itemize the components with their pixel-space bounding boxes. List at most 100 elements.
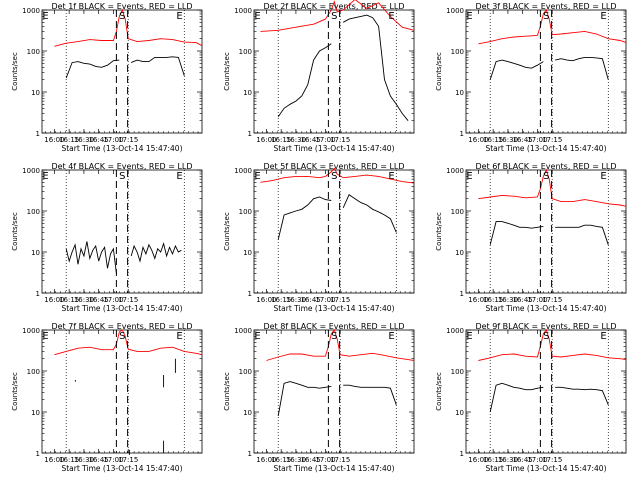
panel-det-9: Det 9f BLACK = Events, RED = LLD 1 10 100 10… bbox=[435, 322, 627, 473]
x-axis-label: Start Time (13-Oct-14 15:47:40) bbox=[61, 144, 182, 153]
marker-annotation: E bbox=[466, 11, 472, 22]
x-tick-label: 17:00 bbox=[315, 296, 335, 304]
x-tick-label: 16:15 bbox=[483, 456, 503, 464]
y-tick-label: 1000 bbox=[234, 7, 252, 15]
x-axis-label: Start Time (13-Oct-14 15:47:40) bbox=[485, 464, 606, 473]
series-events-line bbox=[342, 194, 397, 233]
x-tick-label: 16:00 bbox=[468, 136, 488, 144]
x-tick-label: 16:30 bbox=[498, 296, 518, 304]
panel-det-1: Det 1f BLACK = Events, RED = LLD 1 10 100 10… bbox=[11, 2, 203, 153]
x-tick-label: 16:45 bbox=[301, 456, 321, 464]
marker-annotation: S bbox=[331, 11, 337, 22]
x-axis-label: Start Time (13-Oct-14 15:47:40) bbox=[273, 304, 394, 313]
x-tick-label: 16:00 bbox=[256, 456, 276, 464]
x-tick-label: 16:15 bbox=[483, 296, 503, 304]
y-axis-label: Counts/sec bbox=[11, 212, 19, 251]
series-events-line bbox=[74, 379, 77, 382]
y-tick-label: 100 bbox=[239, 208, 252, 216]
y-axis-label: Counts/sec bbox=[223, 52, 231, 91]
plot-frame bbox=[41, 169, 203, 294]
x-tick-label: 16:00 bbox=[468, 296, 488, 304]
marker-annotation: S bbox=[543, 331, 549, 342]
panel-det-3: Det 3f BLACK = Events, RED = LLD 1 10 100 10… bbox=[435, 2, 627, 153]
x-tick-label: 17:00 bbox=[103, 456, 123, 464]
x-tick-label: 16:30 bbox=[498, 136, 518, 144]
series-events-line bbox=[130, 242, 182, 263]
series-events-line bbox=[342, 14, 409, 121]
x-tick-label: 16:00 bbox=[44, 136, 64, 144]
series-lld-line bbox=[260, 0, 415, 32]
plot-frame bbox=[253, 9, 415, 134]
y-axis-label: Counts/sec bbox=[435, 372, 443, 411]
y-tick-label: 10 bbox=[455, 409, 464, 417]
panel-det-8: Det 8f BLACK = Events, RED = LLD 1 10 100 10… bbox=[223, 322, 415, 473]
y-tick-label: 1 bbox=[248, 450, 252, 458]
x-tick-label: 16:45 bbox=[89, 456, 109, 464]
x-tick-label: 16:30 bbox=[286, 456, 306, 464]
x-tick-label: 16:30 bbox=[286, 136, 306, 144]
series-lld-line bbox=[478, 9, 627, 45]
x-tick-label: 16:30 bbox=[74, 456, 94, 464]
y-tick-label: 100 bbox=[239, 48, 252, 56]
x-axis-label: Start Time (13-Oct-14 15:47:40) bbox=[61, 464, 182, 473]
panel-title: Det 9f BLACK = Events, RED = LLD bbox=[475, 322, 616, 331]
y-tick-label: 1 bbox=[460, 450, 464, 458]
marker-annotation: E bbox=[42, 331, 48, 342]
panel-det-4: Det 4f BLACK = Events, RED = LLD 1 10 100 10… bbox=[11, 162, 203, 313]
x-tick-label: 16:30 bbox=[74, 136, 94, 144]
marker-annotation: E bbox=[254, 11, 260, 22]
y-tick-label: 1 bbox=[36, 130, 40, 138]
x-tick-label: 16:00 bbox=[468, 456, 488, 464]
y-axis-label: Counts/sec bbox=[223, 212, 231, 251]
marker-annotation: S bbox=[543, 171, 549, 182]
marker-annotation: E bbox=[254, 331, 260, 342]
series-lld-line bbox=[260, 167, 415, 184]
y-tick-label: 100 bbox=[27, 368, 40, 376]
y-tick-label: 10 bbox=[31, 249, 40, 257]
series-lld-line bbox=[478, 329, 627, 361]
y-tick-label: 1000 bbox=[234, 327, 252, 335]
panel-title: Det 7f BLACK = Events, RED = LLD bbox=[51, 322, 192, 331]
series-events-line bbox=[277, 43, 332, 117]
x-tick-label: 17:15 bbox=[330, 456, 350, 464]
series-events-line bbox=[489, 59, 544, 80]
x-tick-label: 17:15 bbox=[542, 456, 562, 464]
x-tick-label: 17:00 bbox=[527, 296, 547, 304]
x-tick-label: 17:15 bbox=[542, 296, 562, 304]
marker-annotation: E bbox=[254, 171, 260, 182]
x-axis-label: Start Time (13-Oct-14 15:47:40) bbox=[61, 304, 182, 313]
marker-annotation: E bbox=[388, 331, 394, 342]
x-tick-label: 17:00 bbox=[315, 456, 335, 464]
x-axis-label: Start Time (13-Oct-14 15:47:40) bbox=[485, 144, 606, 153]
series-events-line bbox=[555, 224, 609, 245]
panel-title: Det 4f BLACK = Events, RED = LLD bbox=[51, 162, 192, 171]
marker-annotation: E bbox=[600, 11, 606, 22]
marker-annotation: E bbox=[388, 11, 394, 22]
x-tick-label: 17:15 bbox=[542, 136, 562, 144]
marker-annotation: S bbox=[331, 331, 337, 342]
panel-title: Det 8f BLACK = Events, RED = LLD bbox=[263, 322, 404, 331]
x-tick-label: 17:15 bbox=[118, 456, 138, 464]
x-tick-label: 16:00 bbox=[256, 296, 276, 304]
y-tick-label: 100 bbox=[27, 48, 40, 56]
panel-det-6: Det 6f BLACK = Events, RED = LLD 1 10 100 10… bbox=[435, 162, 627, 313]
series-events-line bbox=[555, 386, 609, 405]
y-tick-label: 1 bbox=[36, 450, 40, 458]
series-events-line bbox=[131, 56, 185, 76]
y-axis-label: Counts/sec bbox=[435, 212, 443, 251]
y-tick-label: 100 bbox=[239, 368, 252, 376]
y-tick-label: 1000 bbox=[22, 327, 40, 335]
panel-title: Det 2f BLACK = Events, RED = LLD bbox=[263, 2, 404, 11]
panel-det-5: Det 5f BLACK = Events, RED = LLD 1 10 100 10… bbox=[223, 162, 415, 313]
series-lld-line bbox=[478, 168, 627, 207]
series-events-line bbox=[489, 221, 544, 245]
series-events-line bbox=[277, 196, 332, 240]
x-axis-label: Start Time (13-Oct-14 15:47:40) bbox=[485, 304, 606, 313]
x-tick-label: 17:00 bbox=[103, 136, 123, 144]
marker-annotation: E bbox=[176, 331, 182, 342]
panel-title: Det 1f BLACK = Events, RED = LLD bbox=[51, 2, 192, 11]
y-tick-label: 100 bbox=[451, 368, 464, 376]
marker-annotation: E bbox=[600, 171, 606, 182]
series-events-line bbox=[489, 382, 544, 413]
